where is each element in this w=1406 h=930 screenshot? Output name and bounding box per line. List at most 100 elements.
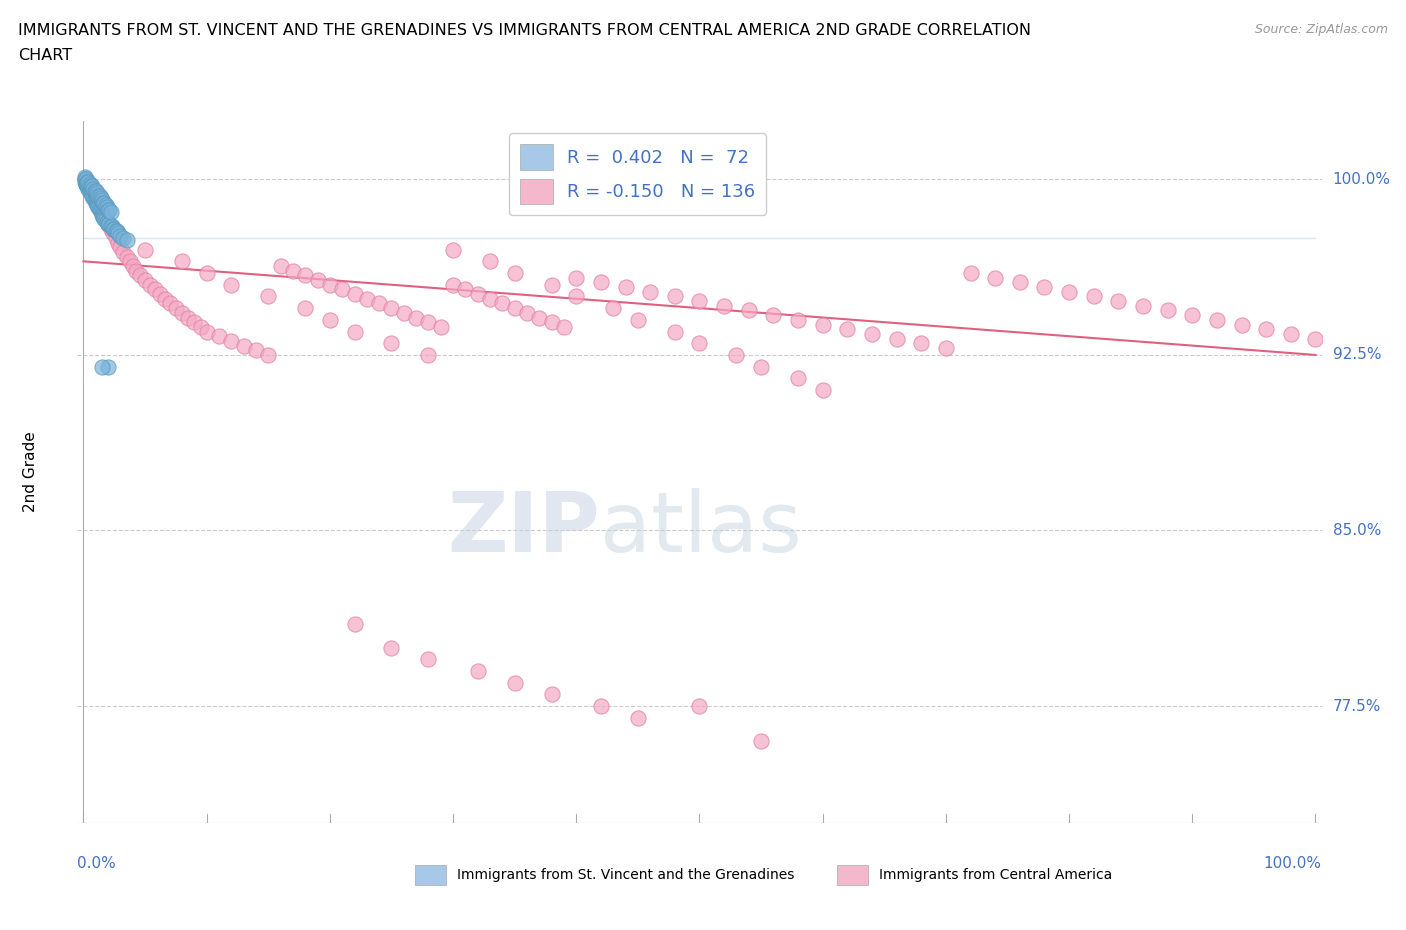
Point <box>93 209 115 224</box>
Point <box>159 296 181 311</box>
Point <box>93 212 115 227</box>
Point <box>86 195 108 210</box>
Point <box>129 268 152 283</box>
Point <box>1132 299 1154 313</box>
Point <box>183 314 205 329</box>
Point <box>959 266 981 281</box>
Point <box>73 169 96 184</box>
Point <box>91 205 114 219</box>
Point <box>319 277 342 292</box>
Point <box>149 286 172 301</box>
Point <box>87 198 110 213</box>
Point <box>257 289 280 304</box>
Point <box>84 193 107 208</box>
Point <box>1206 312 1229 327</box>
Point <box>491 296 513 311</box>
Point <box>80 183 103 198</box>
Point <box>87 198 110 213</box>
Point <box>89 203 111 218</box>
Point <box>89 189 111 204</box>
Point <box>91 207 114 222</box>
FancyBboxPatch shape <box>837 865 868 885</box>
Point <box>935 340 957 355</box>
Point <box>221 277 243 292</box>
Point <box>1256 322 1278 337</box>
Point <box>96 214 118 229</box>
Point <box>77 179 100 193</box>
Point <box>503 266 526 281</box>
Point <box>83 183 105 198</box>
Point <box>82 191 104 206</box>
Point <box>257 348 280 363</box>
Point <box>76 177 98 192</box>
Point <box>82 179 104 193</box>
Point <box>441 242 464 257</box>
Point <box>540 314 562 329</box>
Point <box>91 359 114 374</box>
Point <box>97 203 120 218</box>
Point <box>177 310 200 325</box>
Point <box>860 326 883 341</box>
Point <box>100 221 122 236</box>
Point <box>134 242 156 257</box>
Point <box>73 172 96 187</box>
Point <box>75 172 97 187</box>
Point <box>120 254 142 269</box>
Point <box>91 195 114 210</box>
Point <box>101 226 124 241</box>
Point <box>100 219 122 233</box>
Text: Immigrants from Central America: Immigrants from Central America <box>879 868 1112 883</box>
Point <box>101 221 124 236</box>
Point <box>232 339 254 353</box>
Point <box>787 312 810 327</box>
Point <box>689 698 711 713</box>
Point <box>294 268 316 283</box>
Text: Immigrants from St. Vincent and the Grenadines: Immigrants from St. Vincent and the Gren… <box>457 868 794 883</box>
Point <box>589 275 612 290</box>
Point <box>984 271 1007 286</box>
Point <box>80 179 103 193</box>
Point <box>105 223 128 238</box>
Point <box>91 207 114 222</box>
Point <box>82 189 104 204</box>
Point <box>529 310 551 325</box>
Point <box>107 226 129 241</box>
Point <box>73 174 96 189</box>
Point <box>111 245 134 259</box>
Point <box>91 207 114 222</box>
Point <box>343 617 366 631</box>
Point <box>97 217 120 232</box>
Point <box>664 324 686 339</box>
Point <box>91 193 114 208</box>
Point <box>749 734 772 749</box>
Text: 2nd Grade: 2nd Grade <box>22 432 38 512</box>
Point <box>553 319 575 334</box>
Point <box>441 277 464 292</box>
Point <box>638 285 661 299</box>
Point <box>107 235 129 250</box>
Point <box>75 177 97 192</box>
Point <box>89 200 111 215</box>
Point <box>418 314 440 329</box>
Text: 0.0%: 0.0% <box>77 856 117 870</box>
Point <box>811 317 834 332</box>
Point <box>84 193 107 208</box>
Point <box>111 231 134 246</box>
Point <box>565 289 588 304</box>
Point <box>110 228 132 243</box>
Point <box>713 299 735 313</box>
Point <box>627 711 650 725</box>
Point <box>170 254 193 269</box>
Point <box>82 186 104 201</box>
Point <box>1279 326 1302 341</box>
Point <box>76 179 98 193</box>
Point <box>125 263 148 278</box>
Point <box>83 191 105 206</box>
Point <box>90 203 112 218</box>
Point <box>479 291 502 306</box>
Point <box>356 291 378 306</box>
Point <box>429 319 451 334</box>
Point <box>77 174 100 189</box>
Point <box>837 322 859 337</box>
Legend: R =  0.402   N =  72, R = -0.150   N = 136: R = 0.402 N = 72, R = -0.150 N = 136 <box>509 133 766 215</box>
